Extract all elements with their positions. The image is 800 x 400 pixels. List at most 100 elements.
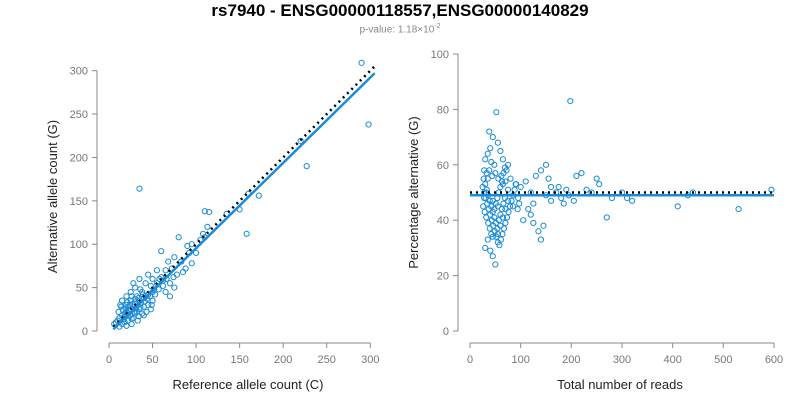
- data-point: [482, 244, 489, 251]
- data-point: [137, 304, 144, 311]
- y-tick-label: 250: [70, 109, 88, 121]
- data-point: [162, 267, 169, 274]
- data-point: [155, 286, 162, 293]
- y-tick-label: 60: [437, 160, 449, 172]
- data-point: [485, 219, 492, 227]
- p-value-exponent: -2: [434, 23, 441, 30]
- data-point: [596, 181, 603, 188]
- data-point: [495, 217, 502, 224]
- x-tick-label: 150: [230, 354, 248, 366]
- data-point: [130, 280, 137, 287]
- data-point: [494, 225, 501, 232]
- x-tick-label: 100: [511, 354, 529, 366]
- y-tick-label: 150: [70, 196, 88, 208]
- data-point: [525, 206, 532, 213]
- data-point: [593, 175, 600, 182]
- data-point: [522, 178, 529, 185]
- data-point: [486, 128, 493, 135]
- x-tick-label: 50: [146, 354, 158, 366]
- data-point: [500, 200, 507, 207]
- data-point: [497, 147, 504, 155]
- data-point: [537, 167, 545, 174]
- fit-line: [112, 72, 376, 331]
- data-point: [158, 248, 165, 255]
- x-tick-label: 0: [467, 354, 473, 366]
- data-point: [145, 271, 152, 278]
- x-tick-label: 500: [714, 354, 732, 366]
- data-point: [483, 186, 490, 193]
- data-point: [243, 230, 250, 237]
- data-point: [502, 219, 509, 227]
- y-tick-label: 100: [431, 49, 449, 61]
- data-point: [629, 197, 636, 204]
- data-point: [480, 175, 487, 182]
- data-point: [171, 254, 178, 261]
- data-point: [570, 197, 577, 204]
- y-tick-label: 20: [437, 271, 449, 283]
- data-point: [573, 172, 580, 179]
- data-point: [486, 167, 493, 174]
- data-point: [503, 167, 510, 174]
- data-point: [511, 186, 518, 193]
- data-point: [560, 200, 567, 207]
- data-point: [494, 203, 501, 210]
- data-point: [166, 293, 174, 300]
- data-point: [175, 234, 182, 241]
- data-point: [486, 225, 493, 232]
- y-axis-label: Percentage alternative (G): [406, 116, 421, 268]
- y-tick-label: 100: [70, 239, 88, 251]
- y-tick-label: 0: [82, 326, 88, 338]
- x-axis-label: Reference allele count (C): [172, 377, 323, 392]
- data-point: [142, 280, 149, 287]
- data-point: [500, 225, 508, 232]
- y-tick-label: 0: [443, 326, 449, 338]
- data-point: [583, 186, 590, 193]
- data-point: [483, 214, 490, 221]
- data-point: [159, 282, 167, 289]
- data-point: [497, 236, 505, 243]
- data-point: [537, 236, 545, 243]
- y-axis-label: Alternative allele count (G): [45, 120, 60, 273]
- data-point: [487, 247, 494, 254]
- x-tick-label: 0: [106, 354, 112, 366]
- y-tick-label: 200: [70, 152, 88, 164]
- data-point: [506, 203, 514, 210]
- data-point: [136, 275, 143, 283]
- data-point: [489, 233, 496, 240]
- data-point: [499, 230, 506, 238]
- data-point: [487, 145, 494, 152]
- data-point: [115, 308, 122, 316]
- data-point: [603, 214, 610, 221]
- data-point: [496, 242, 503, 249]
- data-point: [123, 293, 130, 300]
- data-point: [162, 288, 169, 296]
- reference-line: [112, 65, 376, 328]
- data-point: [502, 206, 509, 213]
- data-point: [545, 175, 552, 182]
- data-point: [365, 121, 372, 128]
- data-point: [499, 156, 507, 163]
- data-point: [171, 284, 178, 291]
- data-point: [507, 175, 514, 182]
- y-tick-label: 50: [76, 283, 88, 295]
- data-point: [480, 203, 487, 210]
- data-point: [206, 209, 213, 216]
- data-point: [517, 183, 524, 191]
- data-point: [147, 306, 154, 313]
- data-point: [488, 203, 495, 210]
- x-tick-label: 250: [318, 354, 336, 366]
- data-point: [166, 280, 174, 287]
- data-point: [303, 163, 310, 170]
- data-point: [578, 170, 585, 177]
- p-value-text: p-value: 1.18×10: [359, 24, 435, 36]
- data-point: [489, 134, 496, 141]
- data-point: [114, 317, 121, 324]
- data-point: [547, 183, 555, 191]
- data-point: [139, 291, 147, 298]
- data-point: [201, 208, 208, 215]
- data-point: [514, 206, 521, 213]
- x-axis-label: Total number of reads: [557, 377, 683, 392]
- data-point: [486, 197, 493, 204]
- data-point: [182, 265, 189, 272]
- data-point: [492, 261, 499, 268]
